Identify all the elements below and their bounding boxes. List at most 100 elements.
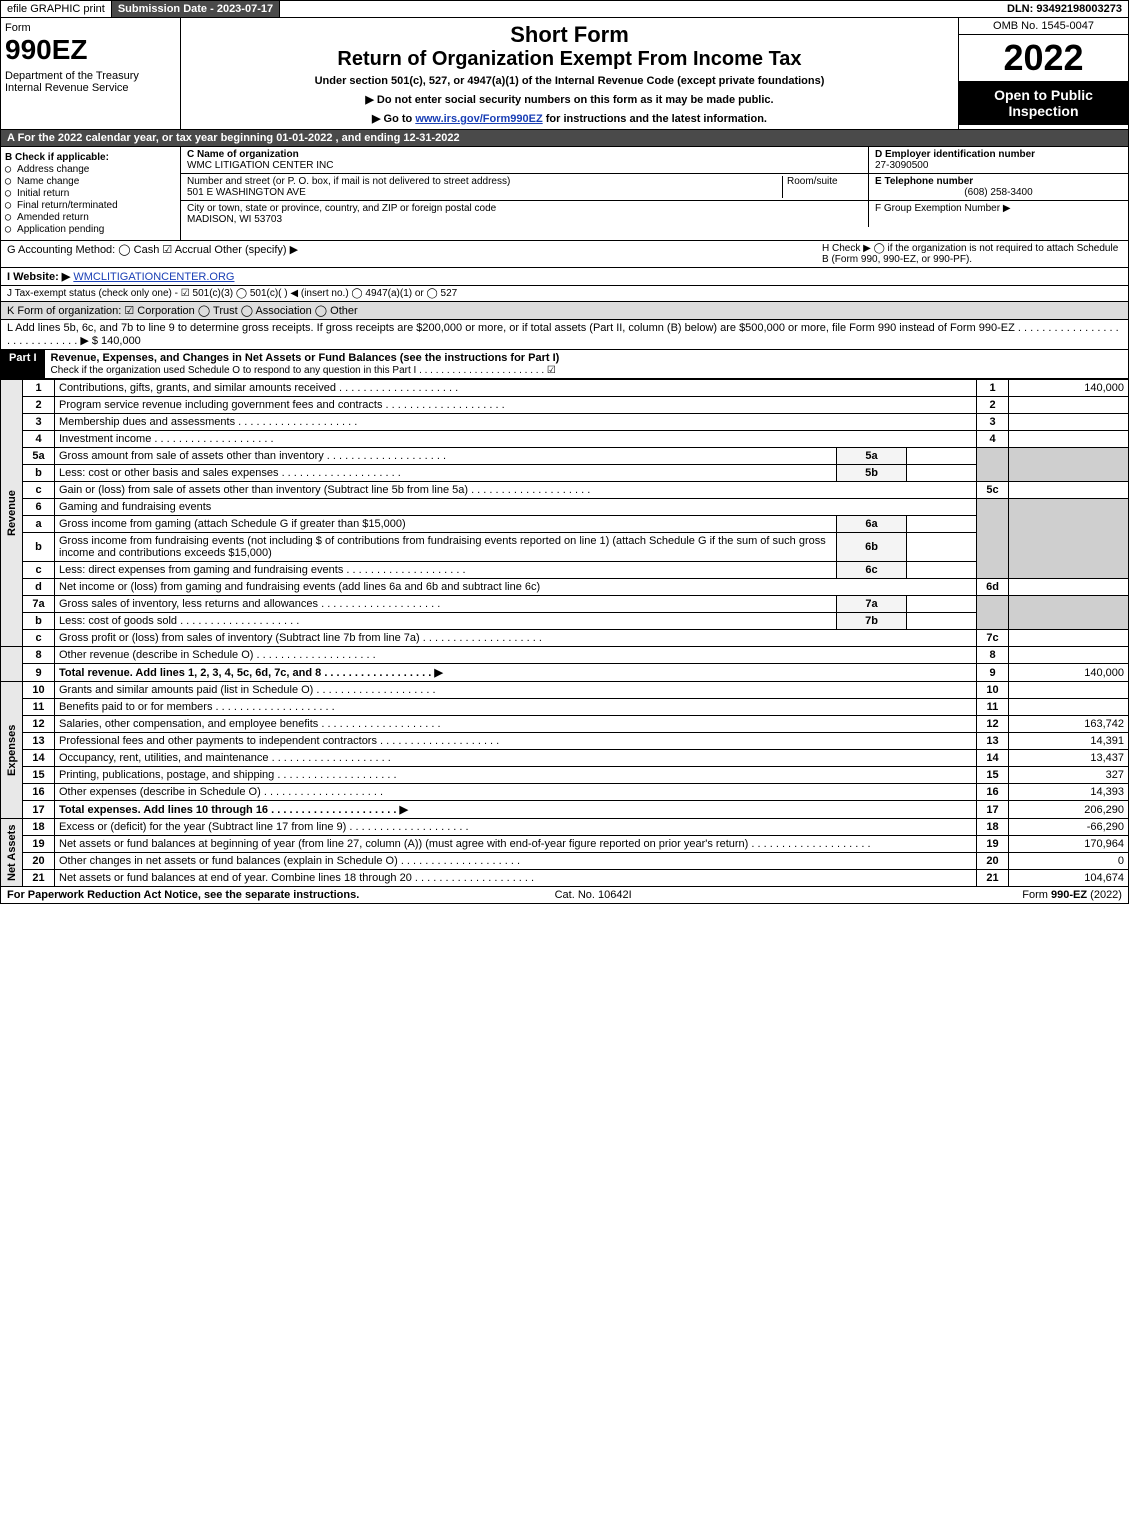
line-9-text: Total revenue. Add lines 1, 2, 3, 4, 5c,… [55, 664, 977, 682]
submission-date: Submission Date - 2023-07-17 [112, 1, 280, 17]
dln: DLN: 93492198003273 [1001, 1, 1128, 17]
line-18-text: Excess or (deficit) for the year (Subtra… [55, 819, 977, 836]
form-header: Form 990EZ Department of the Treasury In… [0, 18, 1129, 130]
open-to-public: Open to Public Inspection [959, 81, 1128, 125]
line-6d-text: Net income or (loss) from gaming and fun… [55, 579, 977, 596]
b-opt-0[interactable]: ◯ Address change [5, 164, 176, 175]
line-20-text: Other changes in net assets or fund bala… [55, 853, 977, 870]
sidebar-revenue: Revenue [1, 380, 23, 647]
line-17-text: Total expenses. Add lines 10 through 16 … [55, 801, 977, 819]
subtitle: Under section 501(c), 527, or 4947(a)(1)… [189, 75, 950, 87]
line-15-val: 327 [1009, 767, 1129, 784]
footer-left: For Paperwork Reduction Act Notice, see … [7, 889, 359, 901]
b-opt-3[interactable]: ◯ Final return/terminated [5, 200, 176, 211]
b-title: B Check if applicable: [5, 152, 176, 163]
c-name-label: C Name of organization [187, 149, 862, 160]
telephone: (608) 258-3400 [875, 187, 1122, 198]
line-1-val: 140,000 [1009, 380, 1129, 397]
line-h: H Check ▶ ◯ if the organization is not r… [822, 243, 1122, 265]
e-label: E Telephone number [875, 176, 1122, 187]
line-8-text: Other revenue (describe in Schedule O) [55, 647, 977, 664]
line-14-val: 13,437 [1009, 750, 1129, 767]
org-name: WMC LITIGATION CENTER INC [187, 160, 862, 171]
d-label: D Employer identification number [875, 149, 1122, 160]
line-g-h: G Accounting Method: ◯ Cash ☑ Accrual Ot… [0, 241, 1129, 268]
city-label: City or town, state or province, country… [187, 203, 862, 214]
line-5c-text: Gain or (loss) from sale of assets other… [55, 482, 977, 499]
cat-no: Cat. No. 10642I [555, 889, 632, 901]
short-form-title: Short Form [189, 22, 950, 48]
form-number: 990EZ [5, 34, 176, 66]
line-k: K Form of organization: ☑ Corporation ◯ … [0, 302, 1129, 320]
footer: For Paperwork Reduction Act Notice, see … [0, 887, 1129, 904]
tax-year: 2022 [959, 35, 1128, 81]
department: Department of the Treasury Internal Reve… [5, 70, 176, 94]
line-5b-text: Less: cost or other basis and sales expe… [55, 465, 837, 482]
sidebar-expenses: Expenses [1, 682, 23, 819]
line-17-val: 206,290 [1009, 801, 1129, 819]
f-label: F Group Exemption Number ▶ [875, 203, 1122, 214]
line-4-text: Investment income [55, 431, 977, 448]
footer-right: Form 990-EZ (2022) [1022, 889, 1122, 901]
line-20-val: 0 [1009, 853, 1129, 870]
line-15-text: Printing, publications, postage, and shi… [55, 767, 977, 784]
line-10-text: Grants and similar amounts paid (list in… [55, 682, 977, 699]
line-7b-text: Less: cost of goods sold [55, 613, 837, 630]
line-5a-text: Gross amount from sale of assets other t… [55, 448, 837, 465]
part-i-header: Part I Revenue, Expenses, and Changes in… [0, 350, 1129, 379]
street-label: Number and street (or P. O. box, if mail… [187, 176, 782, 187]
line-j: J Tax-exempt status (check only one) - ☑… [0, 286, 1129, 302]
top-bar: efile GRAPHIC print Submission Date - 20… [0, 0, 1129, 18]
line-6b-text: Gross income from fundraising events (no… [55, 533, 837, 562]
ssn-warning: ▶ Do not enter social security numbers o… [189, 93, 950, 106]
line-12-text: Salaries, other compensation, and employ… [55, 716, 977, 733]
line-a: A For the 2022 calendar year, or tax yea… [0, 130, 1129, 147]
omb-number: OMB No. 1545-0047 [959, 18, 1128, 35]
line-21-val: 104,674 [1009, 870, 1129, 887]
line-7c-text: Gross profit or (loss) from sales of inv… [55, 630, 977, 647]
line-9-val: 140,000 [1009, 664, 1129, 682]
instructions-link-line: ▶ Go to www.irs.gov/Form990EZ for instru… [189, 112, 950, 125]
line-6a-text: Gross income from gaming (attach Schedul… [55, 516, 837, 533]
line-7a-text: Gross sales of inventory, less returns a… [55, 596, 837, 613]
part-i-title: Revenue, Expenses, and Changes in Net As… [51, 352, 560, 364]
line-1-text: Contributions, gifts, grants, and simila… [55, 380, 977, 397]
line-16-text: Other expenses (describe in Schedule O) [55, 784, 977, 801]
part-i-check-note: Check if the organization used Schedule … [51, 365, 556, 376]
lines-table: Revenue 1Contributions, gifts, grants, a… [0, 379, 1129, 887]
line-6c-text: Less: direct expenses from gaming and fu… [55, 562, 837, 579]
room-suite-label: Room/suite [782, 176, 862, 198]
form-label: Form [5, 22, 176, 34]
line-12-val: 163,742 [1009, 716, 1129, 733]
irs-link[interactable]: www.irs.gov/Form990EZ [415, 113, 542, 125]
line-18-val: -66,290 [1009, 819, 1129, 836]
b-opt-4[interactable]: ◯ Amended return [5, 212, 176, 223]
line-2-text: Program service revenue including govern… [55, 397, 977, 414]
line-6-text: Gaming and fundraising events [55, 499, 977, 516]
line-l: L Add lines 5b, 6c, and 7b to line 9 to … [0, 320, 1129, 350]
line-21-text: Net assets or fund balances at end of ye… [55, 870, 977, 887]
b-opt-2[interactable]: ◯ Initial return [5, 188, 176, 199]
efile-print[interactable]: efile GRAPHIC print [1, 1, 112, 17]
b-opt-5[interactable]: ◯ Application pending [5, 224, 176, 235]
street: 501 E WASHINGTON AVE [187, 187, 782, 198]
section-b-through-f: B Check if applicable: ◯ Address change … [0, 147, 1129, 241]
website-link[interactable]: WMCLITIGATIONCENTER.ORG [73, 271, 234, 283]
col-b-checkboxes: B Check if applicable: ◯ Address change … [1, 147, 181, 240]
line-i: I Website: ▶ WMCLITIGATIONCENTER.ORG [0, 268, 1129, 286]
b-opt-1[interactable]: ◯ Name change [5, 176, 176, 187]
line-g: G Accounting Method: ◯ Cash ☑ Accrual Ot… [7, 243, 822, 265]
line-16-val: 14,393 [1009, 784, 1129, 801]
main-title: Return of Organization Exempt From Incom… [189, 48, 950, 71]
line-14-text: Occupancy, rent, utilities, and maintena… [55, 750, 977, 767]
line-13-text: Professional fees and other payments to … [55, 733, 977, 750]
line-11-text: Benefits paid to or for members [55, 699, 977, 716]
sidebar-net-assets: Net Assets [1, 819, 23, 887]
part-i-label: Part I [1, 350, 45, 378]
ein: 27-3090500 [875, 160, 1122, 171]
line-13-val: 14,391 [1009, 733, 1129, 750]
line-3-text: Membership dues and assessments [55, 414, 977, 431]
line-19-val: 170,964 [1009, 836, 1129, 853]
line-19-text: Net assets or fund balances at beginning… [55, 836, 977, 853]
city: MADISON, WI 53703 [187, 214, 862, 225]
